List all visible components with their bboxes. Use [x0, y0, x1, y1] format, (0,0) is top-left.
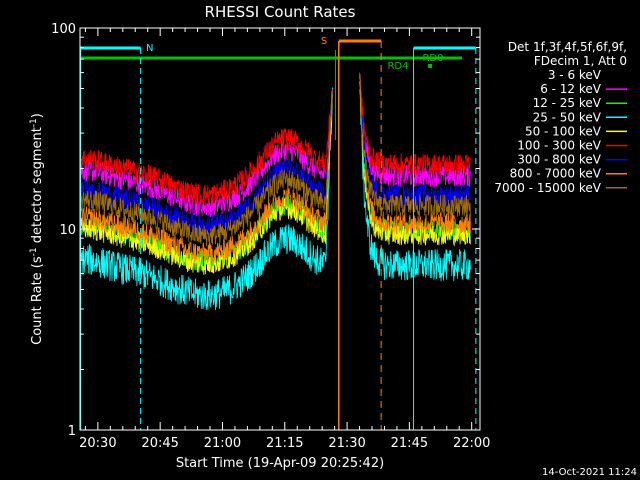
series-line-post-gap	[359, 72, 471, 282]
legend-header-2: FDecim 1, Att 0	[534, 54, 627, 68]
x-tick-label: 21:45	[391, 436, 428, 451]
legend-entry-label: 25 - 50 keV	[533, 110, 602, 124]
tick-layer: 20:30 20:45 21:00 21:15 21:30 21:45 22:00 1 10 10…	[51, 22, 490, 451]
series-line-pre-gap	[79, 89, 333, 206]
legend-entry-label: 12 - 25 keV	[533, 96, 602, 110]
y-label-part-1: Count Rate (s	[30, 256, 45, 345]
series-line-pre-gap	[79, 92, 333, 247]
y-label-part-2: detector segment	[30, 127, 45, 247]
y-label-part-3: )	[30, 113, 45, 118]
series-line-post-gap	[359, 73, 471, 176]
x-tick-label: 21:30	[328, 436, 365, 451]
legend-entry-label: 7000 - 15000 keV	[494, 181, 601, 195]
series-line-post-gap	[359, 73, 471, 218]
legend-entry-label: 3 - 6 keV	[548, 68, 602, 82]
series-line-pre-gap	[79, 87, 333, 311]
series-line-pre-gap	[79, 93, 333, 275]
series-line-post-gap	[359, 72, 471, 188]
annotation-label: N	[146, 43, 153, 54]
annotation-label: S	[321, 36, 327, 47]
rd-marker-dot	[428, 64, 433, 68]
x-axis-label: Start Time (19-Apr-09 20:25:42)	[176, 456, 384, 471]
x-tick-label: 20:30	[79, 436, 116, 451]
y-label-sup-1: -1	[29, 247, 39, 256]
x-tick-label: 21:00	[204, 436, 241, 451]
series-line-pre-gap	[79, 93, 333, 237]
legend-header-1: Det 1f,3f,4f,5f,6f,9f,	[508, 40, 627, 54]
x-tick-label: 22:00	[453, 436, 490, 451]
legend-entry-label: 50 - 100 keV	[525, 124, 602, 138]
legend-entry-label: 300 - 800 keV	[517, 153, 601, 167]
footer-date: 14-Oct-2021 11:24	[542, 467, 637, 478]
legend-entry-label: 100 - 300 keV	[517, 139, 601, 153]
series-line-post-gap	[359, 72, 471, 247]
series-line-pre-gap	[79, 93, 333, 264]
series-layer	[79, 72, 471, 311]
y-tick-label: 10	[59, 223, 76, 238]
chart-title: RHESSI Count Rates	[205, 3, 356, 21]
legend: Det 1f,3f,4f,5f,6f,9f, FDecim 1, Att 0 3…	[494, 40, 627, 195]
y-tick-label: 100	[51, 22, 76, 37]
x-tick-label: 21:15	[266, 436, 303, 451]
y-tick-label: 1	[68, 424, 76, 439]
annotation-layer: N S RD4 RD0	[80, 36, 477, 430]
y-axis-label: Count Rate (s-1 detector segment-1)	[29, 113, 45, 345]
y-label-sup-2: -1	[29, 118, 39, 127]
annotation-label: RD4	[387, 61, 408, 72]
x-tick-label: 20:45	[141, 436, 178, 451]
legend-entry-label: 6 - 12 keV	[540, 82, 602, 96]
legend-entry-label: 800 - 7000 keV	[510, 167, 602, 181]
annotation-label: RD0	[422, 53, 443, 64]
series-line-post-gap	[359, 81, 471, 235]
